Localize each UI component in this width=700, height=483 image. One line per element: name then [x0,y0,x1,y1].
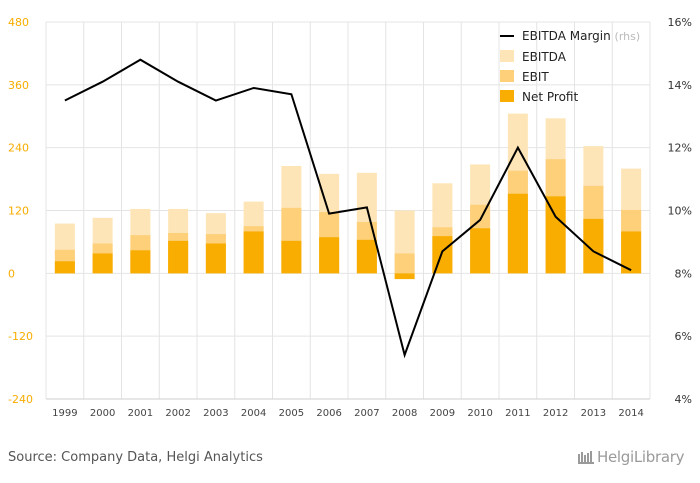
bar-net-profit [470,228,491,274]
right-tick-label: 14% [668,79,692,92]
bar-net-profit [319,237,340,274]
bar-net-profit [205,243,226,274]
legend-swatch-net-profit [500,90,514,102]
x-tick-label: 2009 [430,408,455,419]
logo-text: HelgiLibrary [597,448,685,466]
right-tick-label: 8% [675,267,692,280]
bar-net-profit [356,239,377,274]
right-tick-label: 10% [668,205,692,218]
legend-swatch-ebitda [500,50,514,62]
left-tick-label: 120 [8,205,29,218]
x-tick-label: 2001 [128,408,153,419]
x-tick-label: 2010 [467,408,492,419]
left-tick-label: 480 [8,16,29,29]
bar-net-profit [583,218,604,274]
x-tick-label: 2014 [618,408,643,419]
x-tick-label: 2011 [505,408,530,419]
legend-label-ebitda: EBITDA [522,50,567,64]
chart: 480 360 240 120 0 -120 -240 16% 14% 12% 10% 8% 6% 4% 1… [8,16,692,419]
right-tick-label: 4% [675,393,692,406]
legend-swatch-ebit [500,70,514,82]
x-tick-label: 2008 [392,408,417,419]
bar-net-profit [281,240,302,274]
bar-ebit [394,253,415,274]
x-tick-label: 2005 [279,408,304,419]
x-tick-label: 1999 [52,408,77,419]
left-tick-label: 240 [8,142,29,155]
legend-label-ebitda-margin: EBITDA Margin (rhs) [522,29,640,43]
bar-net-profit [168,240,189,274]
left-tick-label: -240 [8,393,33,406]
x-tick-label: 2002 [165,408,190,419]
library-icon [578,451,594,464]
x-tick-label: 2003 [203,408,228,419]
bar-net-profit [507,193,528,274]
bar-net-profit [243,231,264,274]
legend-label-net-profit: Net Profit [522,90,578,104]
left-tick-label: -120 [8,330,33,343]
bar-net-profit [621,231,642,274]
right-tick-label: 6% [675,330,692,343]
x-tick-label: 2000 [90,408,115,419]
bar-net-profit [54,261,75,274]
helgi-logo: HelgiLibrary [578,448,685,466]
left-tick-label: 360 [8,79,29,92]
x-tick-label: 2007 [354,408,379,419]
bar-net-profit [92,253,113,274]
x-tick-label: 2004 [241,408,266,419]
x-tick-label: 2013 [581,408,606,419]
x-tick-label: 2006 [316,408,341,419]
bar-net-profit [130,250,151,274]
x-tick-label: 2012 [543,408,568,419]
line-ebitda-margin [64,58,632,359]
legend-label-ebit: EBIT [522,70,549,84]
source-note: Source: Company Data, Helgi Analytics [8,450,263,465]
right-tick-label: 12% [668,142,692,155]
bar-net-profit [545,196,566,274]
bar-net-profit [394,273,415,280]
right-tick-label: 16% [668,16,692,29]
left-tick-label: 0 [8,267,15,280]
